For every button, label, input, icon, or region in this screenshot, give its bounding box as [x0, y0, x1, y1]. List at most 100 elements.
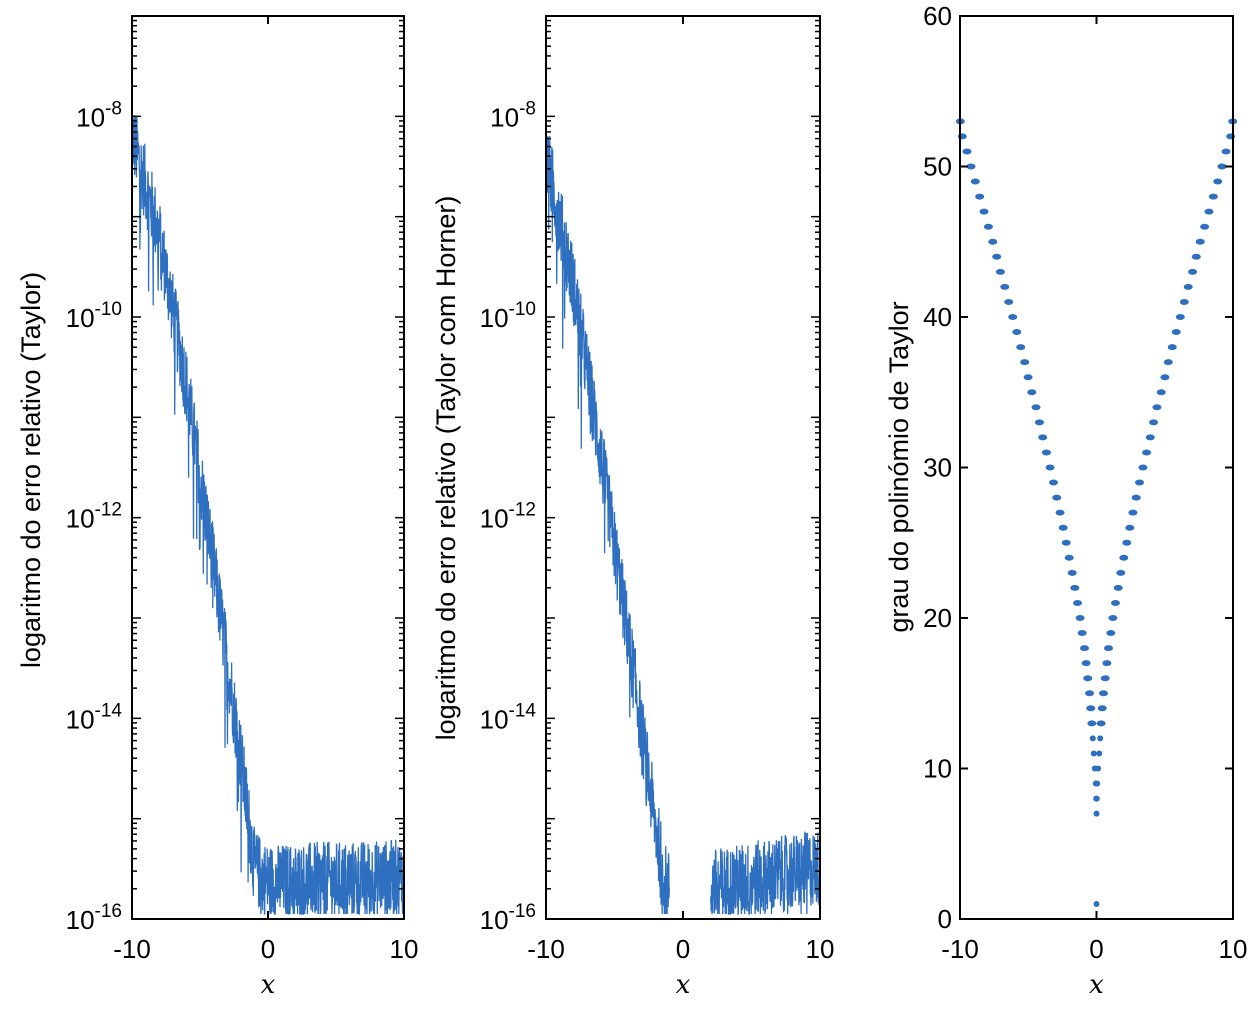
- degree-point: [1058, 524, 1068, 531]
- error-series-line: [131, 115, 405, 915]
- y-axis-label: logaritmo do erro relativo (Taylor com H…: [431, 196, 461, 741]
- x-tick-label: 0: [261, 934, 275, 964]
- x-axis-label: x: [1089, 970, 1104, 1000]
- subplot-1: -10 0 10x10-1610-1410-1210-1010-8logaritmo…: [16, 15, 418, 1000]
- degree-point: [1096, 750, 1103, 757]
- error-series-line: [545, 125, 821, 916]
- tick-exponent: -12: [509, 500, 536, 521]
- degree-point: [1096, 720, 1106, 727]
- degree-point: [1094, 780, 1101, 787]
- tick-exponent: -14: [509, 700, 537, 721]
- y-tick-label: 50: [923, 152, 952, 182]
- degree-point: [1077, 630, 1087, 637]
- degree-point: [1149, 419, 1159, 426]
- degree-point: [1108, 615, 1118, 621]
- degree-point: [1167, 344, 1177, 351]
- degree-point: [1195, 238, 1205, 245]
- degree-point: [966, 163, 976, 170]
- degree-point: [1089, 735, 1096, 742]
- degree-point: [1097, 735, 1104, 742]
- degree-point: [988, 238, 998, 245]
- degree-point: [1138, 464, 1148, 471]
- y-tick-label: 10-12: [66, 500, 122, 534]
- degree-point: [1045, 464, 1055, 471]
- tick-base: 10: [480, 303, 509, 333]
- degree-point: [1093, 900, 1100, 907]
- y-tick-label: 10-16: [480, 901, 536, 935]
- tick-base: 10: [66, 303, 95, 333]
- y-tick-label: 10-12: [480, 500, 536, 534]
- degree-point: [1113, 584, 1123, 591]
- x-axis-label: x: [261, 970, 276, 1000]
- axes-frame: [131, 15, 405, 920]
- degree-point: [1090, 750, 1097, 757]
- degree-point: [1073, 599, 1083, 606]
- tick-exponent: -14: [95, 700, 123, 721]
- degree-point: [1119, 554, 1129, 561]
- y-tick-label: 10-8: [76, 98, 122, 132]
- degree-point: [1171, 329, 1181, 336]
- degree-point: [1128, 509, 1138, 516]
- degree-point: [1116, 569, 1126, 576]
- degree-point: [1052, 494, 1062, 501]
- degree-point: [1188, 268, 1198, 275]
- degree-point: [975, 193, 985, 200]
- degree-point: [1122, 539, 1132, 546]
- degree-point: [1008, 314, 1018, 320]
- degree-point: [1038, 434, 1048, 441]
- tick-exponent: -12: [95, 500, 122, 521]
- degree-point: [1110, 599, 1120, 606]
- x-tick-label: -10: [941, 934, 979, 964]
- degree-point: [1131, 494, 1141, 501]
- tick-exponent: -16: [509, 901, 536, 922]
- degree-point: [970, 178, 980, 185]
- y-tick-label: 10-16: [66, 901, 122, 935]
- degree-point: [1217, 163, 1227, 170]
- degree-point: [1020, 359, 1030, 366]
- degree-point: [1125, 524, 1135, 531]
- degree-point: [1134, 479, 1144, 486]
- x-tick-label: 10: [1219, 934, 1248, 964]
- degree-point: [1061, 539, 1071, 546]
- y-tick-label: 60: [923, 1, 952, 31]
- tick-base: 10: [480, 905, 509, 935]
- x-tick-label: -10: [113, 934, 151, 964]
- y-tick-label: 10-8: [490, 98, 536, 132]
- degree-point: [1067, 569, 1077, 576]
- degree-point: [1102, 660, 1112, 667]
- degree-point: [1204, 208, 1214, 215]
- tick-base: 10: [66, 704, 95, 734]
- degree-point: [1087, 720, 1097, 727]
- tick-exponent: -10: [95, 299, 122, 320]
- degree-point: [1070, 584, 1080, 591]
- degree-point: [1142, 449, 1152, 456]
- degree-point: [1016, 344, 1026, 351]
- degree-point: [1093, 795, 1100, 802]
- degree-point: [962, 148, 972, 155]
- degree-point: [1055, 509, 1065, 516]
- degree-point: [1200, 223, 1210, 230]
- tick-base: 10: [66, 504, 95, 534]
- x-tick-label: 10: [806, 934, 835, 964]
- degree-point: [1095, 765, 1102, 772]
- tick-exponent: -10: [509, 299, 536, 320]
- y-tick-label: 10-10: [66, 299, 122, 333]
- y-axis-label: grau do polinómio de Taylor: [884, 301, 914, 632]
- tick-exponent: -16: [95, 901, 122, 922]
- degree-point: [1085, 690, 1095, 697]
- degree-point: [1191, 253, 1201, 260]
- degree-point: [1034, 419, 1044, 426]
- degree-point: [1179, 298, 1189, 305]
- degree-point: [979, 208, 989, 215]
- degree-point: [1175, 314, 1185, 320]
- degree-point: [1041, 449, 1051, 456]
- y-tick-label: 10-10: [480, 299, 536, 333]
- degree-point: [983, 223, 993, 230]
- degree-point: [1100, 675, 1110, 682]
- degree-point: [1160, 374, 1170, 381]
- degree-point: [1183, 283, 1193, 290]
- tick-base: 10: [480, 704, 509, 734]
